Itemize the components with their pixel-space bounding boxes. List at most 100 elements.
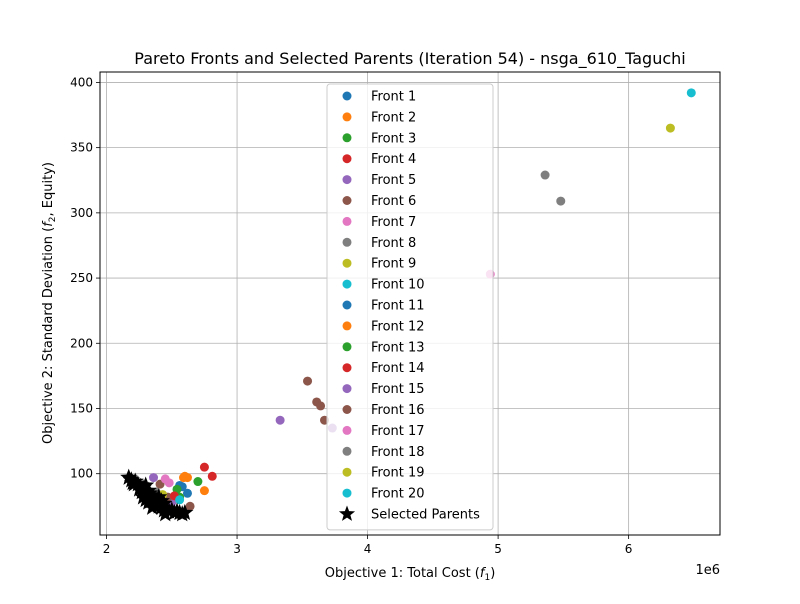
ticks-layer: 2 3 4 5 6 100 150 200 250 300 350 400 (70, 75, 632, 556)
point-front-2 (199, 486, 209, 496)
point-front-12 (179, 473, 189, 483)
point-selected-parents (137, 476, 155, 493)
y-tick-label: 150 (70, 401, 93, 415)
legend-marker-front-20 (342, 488, 352, 498)
y-tick-label: 350 (70, 141, 93, 155)
legend-label-front-12: Front 12 (371, 319, 425, 334)
y-axis-label: Objective 2: Standard Deviation (f2, Equ… (41, 162, 58, 444)
legend-label-front-13: Front 13 (371, 340, 425, 355)
legend-marker-front-5 (342, 175, 352, 185)
y-axis-label-end: , Equity) (41, 162, 56, 216)
legend-marker-selected-parents (338, 505, 356, 521)
point-front-15 (149, 473, 159, 483)
y-tick-label: 300 (70, 206, 93, 220)
points-layer (120, 88, 696, 522)
x-axis-label-symbol: f (480, 566, 487, 581)
x-tick-label: 2 (103, 542, 111, 556)
point-selected-parents (125, 475, 143, 492)
y-axis-label-subscript: 2 (48, 216, 58, 222)
point-selected-parents (176, 503, 194, 521)
legend-label-front-11: Front 11 (371, 299, 425, 314)
plot-frame (99, 71, 721, 536)
legend-label-selected-parents: Selected Parents (371, 508, 480, 523)
legend-label-front-17: Front 17 (371, 424, 425, 439)
point-selected-parents (150, 488, 168, 505)
chart-title: Pareto Fronts and Selected Parents (Iter… (134, 49, 685, 69)
legend-marker-front-8 (342, 237, 352, 247)
legend-marker-front-4 (342, 154, 352, 164)
y-tick-label: 400 (70, 75, 93, 89)
legend-label-front-20: Front 20 (371, 487, 425, 502)
point-front-8 (556, 196, 566, 206)
legend-label-front-2: Front 2 (371, 110, 416, 125)
y-axis-label-text: Objective 2: Standard Deviation ( (41, 227, 56, 444)
legend-box (326, 83, 494, 531)
legend-marker-front-11 (342, 300, 352, 310)
x-axis-label-text: Objective 1: Total Cost ( (325, 566, 480, 581)
y-axis-label-symbol: f (41, 220, 56, 227)
y-tick-label: 100 (70, 467, 93, 481)
point-front-5 (275, 415, 285, 425)
x-axis-label: Objective 1: Total Cost (f1) (325, 566, 496, 583)
point-front-6 (303, 376, 313, 386)
point-selected-parents (146, 493, 164, 510)
legend-label-front-8: Front 8 (371, 236, 416, 251)
x-axis-label-end: ) (490, 566, 495, 581)
point-front-17 (160, 474, 170, 484)
y-tick-label: 200 (70, 336, 93, 350)
legend: Front 1 Front 2 Front 3 Front 4 Front 5 Front… (326, 83, 494, 531)
legend-marker-front-7 (342, 216, 352, 226)
legend-label-front-19: Front 19 (371, 466, 425, 481)
legend-label-front-3: Front 3 (371, 131, 416, 146)
y-tick-label: 250 (70, 271, 93, 285)
legend-label-front-10: Front 10 (371, 278, 425, 293)
legend-label-front-4: Front 4 (371, 152, 416, 167)
legend-marker-front-2 (342, 112, 352, 122)
legend-label-front-15: Front 15 (371, 382, 425, 397)
point-selected-parents (156, 505, 174, 522)
legend-marker-front-15 (342, 384, 352, 394)
legend-marker-front-16 (342, 405, 352, 414)
legend-marker-front-6 (342, 196, 352, 205)
legend-label-front-5: Front 5 (371, 173, 416, 188)
point-front-8 (540, 170, 550, 180)
legend-label-front-14: Front 14 (371, 361, 425, 376)
legend-marker-front-13 (342, 342, 352, 352)
legend-marker-front-10 (342, 279, 352, 289)
point-selected-parents (130, 480, 148, 497)
legend-marker-front-3 (342, 133, 352, 143)
legend-marker-front-9 (342, 258, 352, 268)
legend-label-front-1: Front 1 (371, 90, 416, 105)
x-axis-label-subscript: 1 (484, 573, 490, 583)
legend-marker-front-12 (342, 321, 352, 331)
point-front-6 (316, 401, 326, 411)
point-selected-parents (138, 484, 156, 501)
x-tick-label: 6 (625, 542, 633, 556)
point-selected-parents (142, 486, 160, 504)
legend-marker-front-17 (342, 425, 352, 435)
legend-marker-front-19 (342, 467, 352, 477)
point-front-4 (207, 471, 217, 481)
point-front-4 (199, 462, 209, 472)
legend-label-front-16: Front 16 (371, 403, 425, 418)
point-front-9 (665, 123, 675, 133)
x-tick-label: 5 (494, 542, 502, 556)
legend-marker-front-18 (342, 446, 352, 456)
point-front-3 (193, 477, 203, 487)
x-offset-label: 1e6 (695, 563, 720, 578)
x-tick-label: 4 (364, 542, 372, 556)
legend-label-front-18: Front 18 (371, 445, 425, 460)
point-front-10 (686, 88, 696, 98)
x-tick-label: 3 (233, 542, 241, 556)
point-selected-parents (120, 468, 138, 485)
legend-marker-front-1 (342, 91, 352, 101)
legend-marker-front-14 (342, 363, 352, 373)
point-selected-parents (155, 494, 173, 511)
point-front-16 (185, 501, 195, 511)
point-front-1 (182, 488, 192, 498)
legend-label-front-7: Front 7 (371, 215, 416, 230)
legend-label-front-6: Front 6 (371, 194, 416, 209)
point-front-20 (175, 495, 185, 505)
